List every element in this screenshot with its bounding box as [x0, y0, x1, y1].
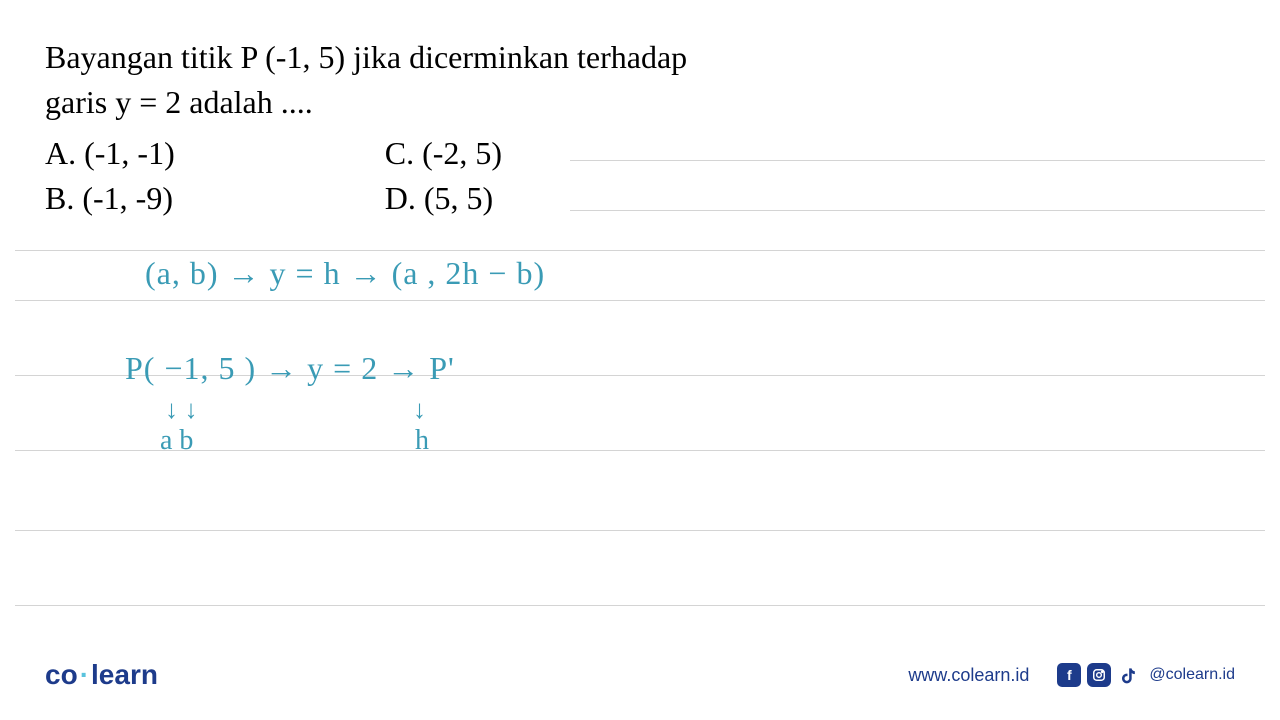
rule-line: [15, 530, 1265, 531]
rule-line: [15, 250, 1265, 251]
question-line-1: Bayangan titik P (-1, 5) jika dicerminka…: [45, 39, 687, 75]
instagram-icon: [1087, 663, 1111, 687]
rule-line: [15, 450, 1265, 451]
logo-learn: learn: [91, 659, 158, 690]
handwriting-applied: P( −1, 5 ) → y = 2 → P': [125, 350, 455, 387]
handwriting-sub-arrows: ↓ ↓: [165, 395, 198, 425]
rule-line: [15, 300, 1265, 301]
social-links: f @colearn.id: [1057, 663, 1235, 687]
handwriting-ab-labels: a b: [160, 425, 193, 457]
handwriting-h-arrow: ↓: [413, 395, 426, 425]
social-handle: @colearn.id: [1149, 666, 1235, 684]
facebook-icon: f: [1057, 663, 1081, 687]
logo-dot: ·: [78, 659, 91, 690]
question-line-2: garis y = 2 adalah ....: [45, 84, 313, 120]
handwriting-h-label: h: [415, 425, 429, 457]
rule-line: [15, 605, 1265, 606]
handwriting-formula: (a, b) → y = h → (a , 2h − b): [145, 255, 545, 292]
tiktok-icon: [1117, 663, 1141, 687]
logo-co: co: [45, 659, 78, 690]
website-url: www.colearn.id: [908, 665, 1029, 686]
footer: co·learn www.colearn.id f @colearn.id: [0, 650, 1280, 700]
rule-line: [570, 160, 1265, 161]
rule-line: [570, 210, 1265, 211]
brand-logo: co·learn: [45, 659, 158, 691]
